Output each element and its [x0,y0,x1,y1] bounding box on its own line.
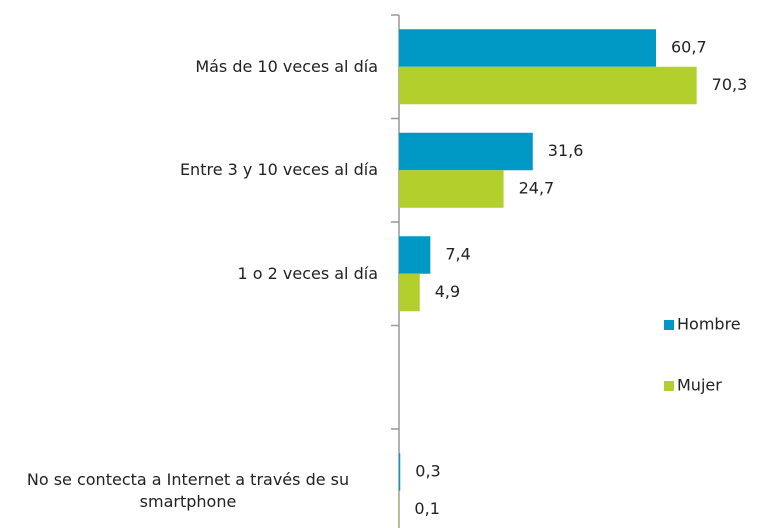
bar [399,453,401,491]
category-text: Más de 10 veces al día [195,56,378,76]
category-text: Entre 3 y 10 veces al día [179,160,378,180]
value-label: 4,9 [435,282,460,301]
value-label: 0,3 [415,462,440,481]
value-label: 24,7 [519,179,555,198]
bar [399,236,431,274]
bar [399,29,657,67]
category-label: Más de 10 veces al día [0,56,378,78]
legend-label: Mujer [677,376,722,395]
category-text: 1 o 2 veces al día [237,263,378,283]
category-label: 1 o 2 veces al día [0,263,378,285]
category-label: Entre 3 y 10 veces al día [0,159,378,181]
category-text: No se contecta a Internet a través de su… [26,469,350,511]
bar [399,66,697,105]
value-label: 60,7 [671,38,707,57]
legend-swatch [664,381,674,391]
value-label: 70,3 [712,75,748,94]
value-label: 7,4 [445,245,470,264]
legend-label: Hombre [677,315,741,334]
value-label: 31,6 [548,141,584,160]
category-label: No se contecta a Internet a través de su… [0,469,378,513]
legend-swatch [664,320,674,330]
bar [399,273,420,312]
bar [399,170,504,208]
bar [399,132,533,171]
value-label: 0,1 [414,499,439,518]
